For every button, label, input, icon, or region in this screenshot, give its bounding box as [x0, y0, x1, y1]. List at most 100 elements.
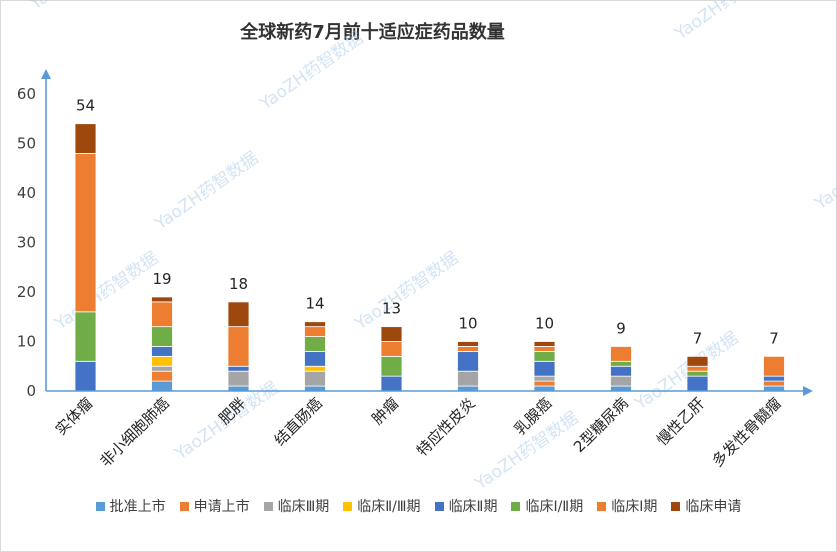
watermark-text: YaoZH药智数据 [631, 328, 743, 415]
bar-segment [380, 355, 403, 377]
bar-segment [763, 380, 785, 387]
data-label: 10 [458, 315, 477, 333]
data-label: 9 [616, 319, 626, 337]
category-label: 特应性皮炎 [413, 394, 479, 460]
category-label: 慢性乙肝 [653, 394, 708, 449]
bar-segment [380, 341, 403, 357]
bar-segment [74, 123, 97, 154]
bar-segment [304, 326, 326, 337]
bar-segment [533, 375, 556, 382]
bar-segment [227, 301, 250, 328]
legend-item: 批准上市 [95, 496, 166, 516]
legend-swatch [671, 501, 681, 511]
bar-segment [610, 365, 632, 377]
bar-segment [457, 370, 479, 387]
watermark-text: YaoZH药智数据 [671, 0, 783, 45]
data-label: 13 [382, 300, 401, 318]
legend-item: 临床Ⅱ/Ⅲ期 [343, 496, 421, 516]
y-tick-label: 0 [26, 382, 36, 400]
bar-segment [380, 375, 403, 392]
data-label: 10 [535, 315, 554, 333]
bar-segment [74, 311, 97, 362]
legend-swatch [179, 501, 189, 511]
bar-segment [151, 301, 173, 328]
legend-label: 临床Ⅱ/Ⅲ期 [357, 499, 421, 515]
bar-segment [304, 370, 326, 387]
legend-item: 临床Ⅲ期 [263, 496, 330, 516]
bar-segment [380, 326, 403, 342]
category-labels: 实体瘤 非小细胞肺癌 肥胖 结直肠癌 肿瘤 特应性皮炎 乳腺癌 2型糖尿病 慢性乙肝 多发性骨髓瘤 [52, 394, 785, 470]
bar-segment [304, 350, 326, 367]
bar-segment [227, 365, 250, 372]
bar-segment [533, 350, 556, 362]
legend-swatch [95, 501, 105, 511]
y-tick-label: 40 [17, 184, 36, 202]
bar-segment [151, 296, 173, 303]
legend-label: 申请上市 [193, 499, 250, 515]
bar-segment [533, 360, 556, 377]
watermark-text: YaoZH药智数据 [51, 248, 163, 335]
category-label: 实体瘤 [52, 394, 97, 439]
y-tick-label: 10 [17, 333, 36, 351]
data-label: 18 [229, 275, 248, 293]
watermark-text: YaoZH药智数据 [811, 128, 837, 215]
legend-swatch [343, 501, 353, 511]
legend-label: 临床申请 [685, 499, 742, 515]
bar-segment [610, 360, 632, 367]
bar-segment [74, 152, 97, 313]
bar-segment [763, 355, 785, 377]
watermark-text: YaoZH药智数据 [151, 148, 263, 235]
data-label: 14 [305, 295, 324, 313]
legend-swatch [434, 501, 444, 511]
legend: 批准上市 申请上市 临床Ⅲ期 临床Ⅱ/Ⅲ期 临床Ⅱ期 临床Ⅰ/Ⅱ期 临床Ⅰ期 临床申请 [0, 496, 837, 516]
bar-segment [533, 341, 556, 347]
bar-segment [610, 375, 632, 387]
category-label: 非小细胞肺癌 [96, 394, 172, 470]
bar-segment [686, 365, 709, 372]
bar-segment [151, 326, 173, 347]
category-label: 结直肠癌 [271, 394, 326, 449]
y-tick-labels: 0 10 20 30 40 50 60 [17, 85, 36, 400]
chart-title: 全球新药7月前十适应症药品数量 [240, 22, 505, 43]
bar-segment [227, 326, 250, 367]
bar-segment [227, 370, 250, 387]
legend-label: 临床Ⅲ期 [277, 499, 330, 515]
bar-segment [304, 321, 326, 328]
legend-swatch [511, 501, 521, 511]
y-tick-label: 60 [17, 85, 36, 103]
bar-segment [151, 346, 173, 357]
legend-label: 临床Ⅱ期 [448, 499, 498, 515]
bar-segment [533, 380, 556, 387]
data-label: 7 [693, 329, 703, 347]
data-labels: 54 19 18 14 13 10 10 9 7 7 [76, 97, 779, 348]
data-label: 54 [76, 97, 95, 115]
bar-segment [457, 350, 479, 372]
legend-item: 临床Ⅱ期 [434, 496, 498, 516]
bar-segment [686, 375, 709, 392]
bar-segment [304, 365, 326, 372]
legend-swatch [597, 501, 607, 511]
bar-segment [533, 346, 556, 352]
bar-segment [457, 346, 479, 352]
legend-label: 批准上市 [109, 499, 166, 515]
bar-segment [74, 360, 97, 392]
watermark-text: YaoZH药智数据 [351, 248, 463, 335]
y-tick-label: 30 [17, 234, 36, 252]
bar-segment [151, 365, 173, 372]
bar-segment [304, 336, 326, 352]
bar-segment [686, 355, 709, 367]
watermark-text: YaoZH药智数据 [26, 0, 138, 15]
legend-item: 临床申请 [671, 496, 741, 516]
bar-segment [151, 380, 173, 392]
category-label: 肿瘤 [368, 394, 402, 428]
bar-segment [686, 370, 709, 377]
legend-label: 临床Ⅰ期 [611, 499, 658, 515]
bar-segment [151, 355, 173, 367]
category-label: 多发性骨髓瘤 [708, 394, 784, 470]
bar-segment [151, 370, 173, 382]
data-label: 7 [769, 329, 779, 347]
legend-item: 临床Ⅰ期 [597, 496, 657, 516]
legend-item: 临床Ⅰ/Ⅱ期 [511, 496, 583, 516]
